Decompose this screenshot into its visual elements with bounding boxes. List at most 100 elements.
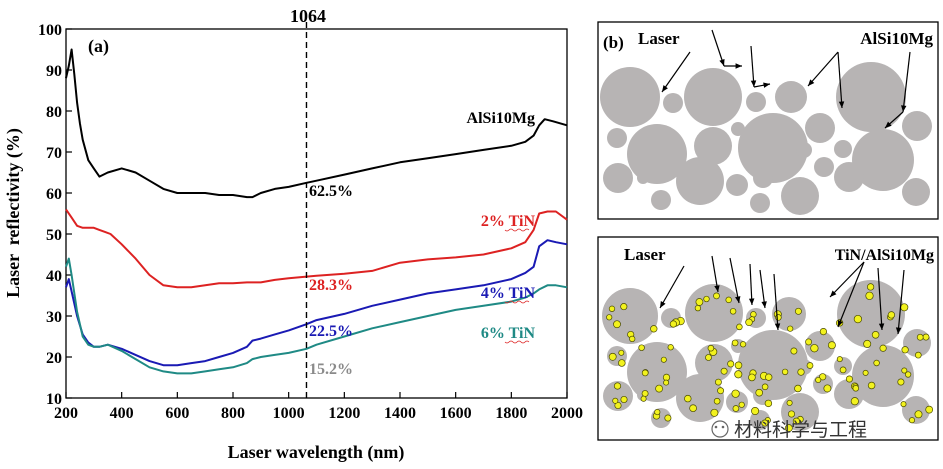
particle [781, 177, 819, 215]
particle [902, 178, 930, 206]
particle [731, 122, 745, 136]
particle [607, 128, 627, 148]
tin-particle [863, 339, 872, 348]
x-tick-label: 200 [54, 405, 78, 422]
tin-particle [684, 394, 692, 403]
particle [902, 111, 932, 141]
series-lines [65, 48, 568, 375]
tin-particle [608, 305, 616, 312]
particle [753, 168, 773, 188]
tin-particle [713, 397, 721, 405]
tin-particle [901, 346, 909, 354]
particle [602, 288, 658, 344]
tin-particle [606, 314, 613, 321]
laser-arrowhead [761, 301, 767, 308]
laser-arrowhead [901, 105, 907, 112]
particle [738, 330, 808, 400]
tin-particle [871, 331, 880, 339]
tin-particle [731, 339, 739, 347]
y-axis-label: Laser reflectivity (%) [3, 128, 24, 298]
particle [600, 67, 660, 127]
tin-particle [850, 397, 859, 406]
series-line-3 [65, 257, 568, 375]
underline-4pct [504, 300, 530, 304]
particle [852, 345, 914, 407]
laser-arrow [902, 51, 911, 113]
tin-particle [806, 362, 814, 369]
laser-arrows-c [659, 255, 905, 335]
laser-arrowhead [808, 79, 815, 86]
laser-arrow [749, 263, 753, 306]
tin-particle [638, 344, 645, 351]
tin-particle-layer [606, 283, 934, 433]
tin-particle [727, 360, 735, 368]
underline-6pct [504, 340, 530, 344]
tin-particle [879, 344, 887, 352]
particle [676, 157, 724, 205]
tin-particle [794, 307, 802, 315]
tin-particle [786, 399, 793, 406]
tin-particle [865, 291, 874, 300]
tin-particle [640, 395, 647, 402]
laser-arrow [773, 273, 779, 331]
wechat-icon-eye-right [721, 425, 725, 429]
series-line-1 [65, 208, 568, 289]
tin-particle [695, 298, 704, 306]
series-label-6pct-tin: 6% TiN [481, 325, 536, 342]
particle [627, 124, 687, 184]
underline-2pct [504, 228, 530, 232]
laser-arrowhead [735, 296, 741, 303]
tin-particle [761, 383, 769, 391]
tin-particle [819, 327, 828, 336]
x-tick-label: 1800 [495, 405, 527, 422]
tin-particle [748, 373, 756, 382]
watermark: 材料科学与工程 [711, 419, 867, 441]
tin-particle [805, 338, 813, 346]
particle [726, 174, 748, 196]
laser-arrow [837, 261, 865, 328]
tin-particle [784, 424, 793, 433]
y-tick-label: 30 [46, 309, 62, 326]
tin-particle [710, 408, 719, 417]
tin-particle [765, 373, 773, 381]
laser-arrow [750, 45, 755, 88]
laser-arrowhead [750, 80, 757, 87]
laser-arrow [659, 265, 685, 309]
tin-particle [703, 295, 710, 303]
x-tick-label: 800 [221, 405, 245, 422]
tin-particle [819, 373, 827, 381]
y-tick-label: 100 [38, 22, 62, 39]
laser-arrowhead [662, 85, 668, 92]
series-label-4pct-tin: 4% TiN [481, 285, 536, 302]
tin-particle [729, 308, 737, 315]
x-tick-label: 1200 [328, 405, 360, 422]
tin-particle [761, 419, 769, 427]
particle [627, 342, 687, 402]
particle [684, 68, 742, 126]
tin-particle [827, 341, 836, 350]
tin-particle [815, 376, 822, 384]
particle [814, 157, 834, 177]
tin-particle [887, 311, 896, 319]
tin-particle [914, 351, 922, 359]
particle [750, 193, 770, 213]
tin-particle [901, 367, 908, 374]
laser-arrowhead [895, 327, 902, 334]
tin-particle [739, 341, 747, 348]
y-tick-label: 70 [46, 145, 62, 162]
wechat-icon-eye-left [714, 425, 718, 429]
watermark-text: 材料科学与工程 [734, 419, 867, 441]
particle [651, 190, 671, 210]
tin-particle [664, 414, 672, 422]
particle [663, 93, 683, 113]
y-tick-label: 50 [46, 227, 62, 244]
laser-arrowhead [748, 298, 755, 305]
tin-particle [731, 389, 740, 398]
x-tick-label: 400 [110, 405, 134, 422]
laser-arrowhead [885, 121, 892, 128]
tin-particle [662, 373, 671, 381]
wechat-icon [711, 420, 729, 438]
tin-particle [867, 381, 876, 390]
tin-particle [694, 304, 702, 312]
tin-particle [862, 369, 869, 376]
